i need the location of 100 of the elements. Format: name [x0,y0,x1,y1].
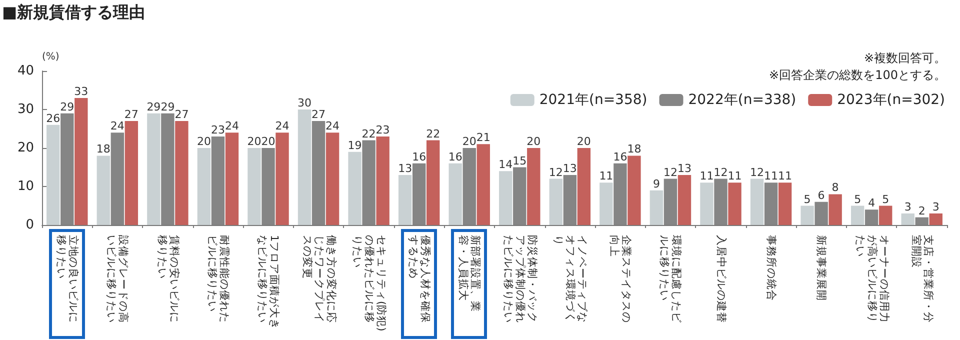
x-tick-label: イノベーティブなオフィス環境づくり [552,235,588,325]
data-label: 20 [247,135,262,148]
bar [549,178,563,225]
bar [326,132,340,225]
bar [476,144,490,225]
bar [527,148,540,225]
bar [147,113,160,225]
bar [850,206,864,225]
y-tick-label: 30 [17,102,34,117]
data-label: 13 [398,162,412,175]
bar [412,163,426,225]
data-label: 27 [312,108,326,122]
y-tick-label: 40 [17,64,34,78]
bar [764,182,778,225]
data-label: 18 [627,142,642,156]
bar [614,163,627,225]
x-tick-label: セキュリティ(防犯)の優れたビルに移りたい [350,235,387,333]
x-tick-label: 設備グレードの高いビルに移りたい [105,235,130,325]
x-tick-label: 入居中ビルの建替 [714,235,727,325]
x-tick-label: 優秀な人材を確保するため [407,235,432,325]
data-label: 11 [599,170,614,183]
bar [664,178,678,225]
bar [74,98,88,225]
x-tick-label: 立地の良いビルに移りたい [55,235,80,325]
bar [60,113,74,225]
legend-label: 2022年(n=338) [688,92,796,108]
data-label: 11 [728,170,742,183]
bar [577,148,591,225]
data-label: 23 [210,123,225,136]
x-tick-label: 耐震性能の優れたビルに移りたい [206,235,230,325]
bar [175,121,188,225]
bar [901,213,914,225]
bar [46,124,60,225]
data-label: 23 [376,123,390,136]
x-tick-label: 新部署設置、業容・人員拡大 [457,235,482,314]
x-tick-label: 1フロア面積が大きなビルに移りたい [256,235,280,332]
y-tick-label: 10 [17,179,34,194]
data-label: 27 [174,108,189,122]
bar [499,171,512,225]
data-label: 12 [663,166,678,179]
bar [96,156,110,225]
bar [248,148,261,225]
bar [276,132,289,225]
data-label: 13 [677,162,692,175]
bar [211,136,225,225]
bar [225,132,239,225]
data-label: 29 [160,100,175,114]
bar [714,178,728,225]
chart-title: ■新規賃借する理由 [2,2,146,22]
bar [800,206,814,225]
data-label: 24 [110,120,124,133]
x-tick-label: 賃料の安いビルに移りたい [156,235,180,325]
bar [161,113,174,225]
bar [398,174,412,225]
data-label: 12 [714,166,728,179]
x-tick-label: 企業ステイタスの向上 [608,235,632,325]
data-label: 11 [700,170,714,183]
bar [650,190,664,225]
legend-label: 2021年(n=358) [539,92,648,108]
data-label: 3 [932,200,940,214]
bar [600,182,613,225]
y-tick-label: 0 [26,218,34,232]
bar [750,178,764,225]
x-tick-label: 新規事業展開 [815,235,828,303]
data-label: 24 [275,120,290,133]
data-label: 21 [476,131,490,144]
bar [448,163,462,225]
bar [513,167,526,225]
y-axis-title: (%) [42,52,60,62]
bar [348,152,362,225]
data-label: 22 [426,127,440,140]
data-label: 5 [882,192,890,206]
bar [124,121,138,225]
bar [462,148,476,225]
data-label: 20 [526,135,541,148]
data-label: 12 [548,166,563,179]
data-label: 29 [60,100,74,114]
data-label: 5 [854,192,862,206]
data-label: 11 [778,170,792,183]
bar [878,206,892,225]
data-label: 33 [74,84,88,98]
data-label: 24 [224,120,239,133]
data-label: 5 [804,192,811,206]
bar [197,148,211,225]
data-label: 29 [146,100,161,114]
bar [728,182,742,225]
bar [262,148,275,225]
annotation: ※回答企業の総数を100とする。 [769,68,946,82]
data-label: 6 [818,188,825,202]
bar [700,182,714,225]
data-label: 11 [764,170,778,183]
legend-label: 2023年(n=302) [837,92,946,108]
data-label: 16 [412,150,426,164]
x-tick-label: 環境に配慮したビルに移りたい [658,235,682,325]
data-label: 26 [46,112,60,125]
bar [778,182,792,225]
x-tick-label: オーナーの信用力が高いビルに移りたい [854,235,890,325]
data-label: 4 [868,196,876,210]
data-label: 9 [652,177,660,190]
bar [828,194,842,225]
